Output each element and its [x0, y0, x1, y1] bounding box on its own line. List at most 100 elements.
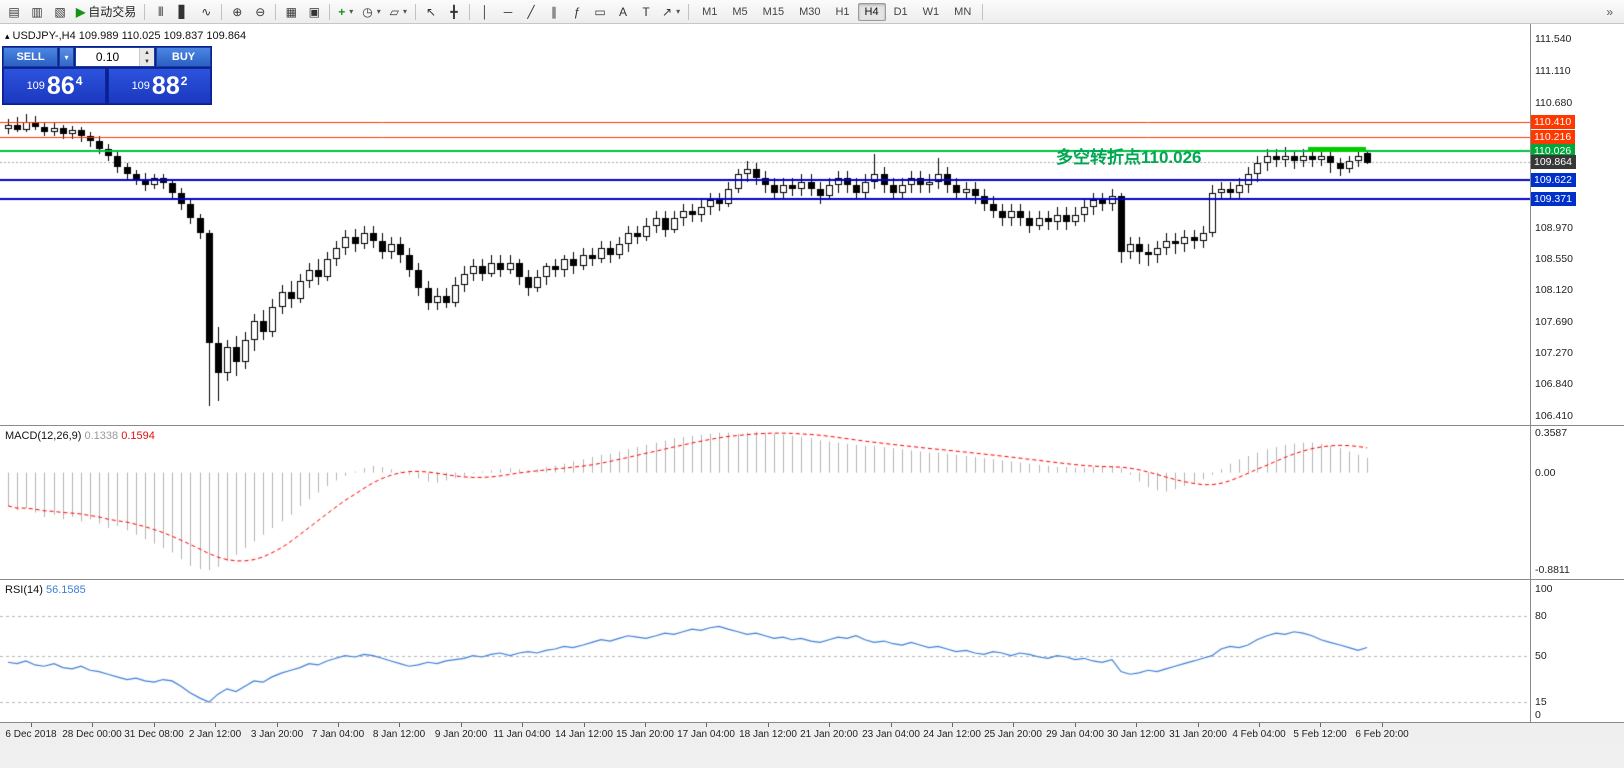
zoom-out-button[interactable]: ⊖ [249, 2, 271, 22]
toolbar-buttons: ▤ ▥ ▧ ▶ 自动交易 ||| ▋ ∿ ⊕ ⊖ ▦ ▣ + ▾ ◷ ▾ ▱ ▾ ↖ ╋ │ ─ ╱ ∥ ƒ ▭ A T ↗ ▾ [3, 2, 692, 22]
text-label-button[interactable]: T [635, 2, 657, 22]
macd-chart-canvas[interactable] [0, 426, 1530, 578]
market-watch-button[interactable]: ▥ [26, 2, 48, 22]
rsi-name: RSI(14) [5, 584, 43, 596]
price-scale-label: 108.550 [1535, 253, 1573, 265]
time-label: 25 Jan 20:00 [984, 729, 1042, 740]
zoom-in-button[interactable]: ⊕ [226, 2, 248, 22]
sell-button[interactable]: SELL [3, 47, 58, 67]
timeframe-m5[interactable]: M5 [725, 3, 754, 21]
text-label-icon: T [642, 4, 650, 19]
trade-panel-toggle-icon[interactable]: ▴ [5, 31, 10, 41]
buy-price-button[interactable]: 109 88 2 [108, 68, 211, 104]
indicators-icon: + [338, 4, 346, 19]
buy-price-pip: 2 [180, 74, 188, 88]
cursor-icon: ↖ [426, 4, 437, 19]
candlestick-chart-button[interactable]: ▋ [172, 2, 194, 22]
new-order-button[interactable]: ▤ [3, 2, 25, 22]
toolbar-separator [415, 3, 417, 20]
macd-scale-label: -0.8811 [1535, 564, 1570, 576]
timeframe-w1[interactable]: W1 [916, 3, 947, 21]
time-label: 17 Jan 04:00 [677, 729, 735, 740]
time-label: 24 Jan 12:00 [923, 729, 981, 740]
rsi-scale-label: 100 [1535, 583, 1553, 595]
panel-splitter[interactable] [0, 425, 1624, 426]
text-icon: A [619, 4, 628, 19]
periods-button[interactable]: ◷ ▾ [358, 2, 385, 22]
time-tick [338, 723, 339, 727]
autotrading-label: 自动交易 [88, 5, 137, 19]
shapes-button[interactable]: ▭ [589, 2, 611, 22]
time-tick [706, 723, 707, 727]
rsi-value: 56.1585 [45, 584, 86, 596]
fibonacci-button[interactable]: ƒ [566, 2, 588, 22]
time-label: 14 Jan 12:00 [555, 729, 613, 740]
timeframe-m1[interactable]: M1 [695, 3, 724, 21]
text-button[interactable]: A [612, 2, 634, 22]
time-label: 23 Jan 04:00 [862, 729, 920, 740]
autotrading-button[interactable]: ▶ 自动交易 [72, 2, 140, 22]
time-tick [31, 723, 32, 727]
volume-spinner: ▲ ▼ [139, 48, 154, 66]
toolbar-separator [275, 3, 277, 20]
horizontal-line-button[interactable]: ─ [497, 2, 519, 22]
trade-panel-menu-button[interactable]: ▾ [59, 47, 74, 67]
toolbar: ▤ ▥ ▧ ▶ 自动交易 ||| ▋ ∿ ⊕ ⊖ ▦ ▣ + ▾ ◷ ▾ ▱ ▾ ↖ ╋ │ ─ ╱ ∥ ƒ ▭ A T ↗ ▾ M1 M5… [0, 0, 1624, 24]
crosshair-icon: ╋ [450, 4, 458, 19]
toolbar-separator [329, 3, 331, 20]
arrows-button[interactable]: ↗ ▾ [658, 2, 684, 22]
candlestick-chart-icon: ▋ [178, 4, 188, 19]
price-tag: 109.622 [1531, 173, 1576, 187]
time-tick [952, 723, 953, 727]
macd-main-value: 0.1338 [84, 430, 119, 442]
timeframe-m15[interactable]: M15 [756, 3, 791, 21]
equidistant-channel-button[interactable]: ∥ [543, 2, 565, 22]
cursor-button[interactable]: ↖ [420, 2, 442, 22]
line-chart-button[interactable]: ∿ [195, 2, 217, 22]
toolbar-separator [688, 3, 690, 20]
time-tick [92, 723, 93, 727]
volume-down-button[interactable]: ▼ [140, 57, 154, 66]
timeframe-d1[interactable]: D1 [887, 3, 915, 21]
time-label: 7 Jan 04:00 [311, 729, 365, 740]
sell-price-button[interactable]: 109 86 4 [3, 68, 106, 104]
buy-price-prefix: 109 [131, 80, 150, 92]
rsi-scale-label: 50 [1535, 650, 1547, 662]
new-chart-icon: ▣ [308, 4, 320, 19]
timeframe-m30[interactable]: M30 [792, 3, 827, 21]
time-tick [1198, 723, 1199, 727]
zoom-out-icon: ⊖ [255, 4, 266, 19]
crosshair-button[interactable]: ╋ [443, 2, 465, 22]
new-chart-button[interactable]: ▣ [303, 2, 325, 22]
timeframe-h4[interactable]: H4 [857, 2, 886, 21]
vertical-line-button[interactable]: │ [474, 2, 496, 22]
templates-button[interactable]: ▱ ▾ [386, 2, 411, 22]
trendline-button[interactable]: ╱ [520, 2, 542, 22]
toolbar-overflow-button[interactable]: » [1598, 2, 1621, 22]
symbol-ohlc: 109.989 110.025 109.837 109.864 [78, 30, 247, 42]
time-label: 21 Jan 20:00 [800, 729, 858, 740]
buy-price-main: 88 [151, 71, 180, 100]
indicators-button[interactable]: + ▾ [334, 2, 357, 22]
timeframe-h1[interactable]: H1 [828, 3, 856, 21]
panel-splitter[interactable] [0, 579, 1624, 580]
time-tick [1136, 723, 1137, 727]
navigator-button[interactable]: ▧ [49, 2, 71, 22]
candlestick-chart-canvas[interactable] [0, 24, 1530, 424]
time-label: 8 Jan 12:00 [372, 729, 426, 740]
timeframe-toolbar: M1 M5 M15 M30 H1 H4 D1 W1 MN [695, 2, 978, 21]
buy-button[interactable]: BUY [156, 47, 211, 67]
time-scale[interactable]: 6 Dec 2018 28 Dec 00:00 31 Dec 08:00 2 Jan … [0, 722, 1624, 746]
timeframe-mn[interactable]: MN [947, 3, 978, 21]
bar-chart-button[interactable]: ||| [149, 2, 171, 22]
time-label: 5 Feb 12:00 [1293, 729, 1347, 740]
arrows-icon: ↗ [662, 4, 673, 19]
macd-scale-label: 0.3587 [1535, 427, 1568, 439]
rsi-chart-canvas[interactable] [0, 580, 1530, 722]
volume-up-button[interactable]: ▲ [140, 48, 154, 57]
volume-input[interactable] [76, 48, 139, 66]
rsi-label: RSI(14) 56.1585 [5, 584, 86, 596]
tile-windows-button[interactable]: ▦ [280, 2, 302, 22]
arrows-caret-icon: ▾ [676, 7, 681, 16]
